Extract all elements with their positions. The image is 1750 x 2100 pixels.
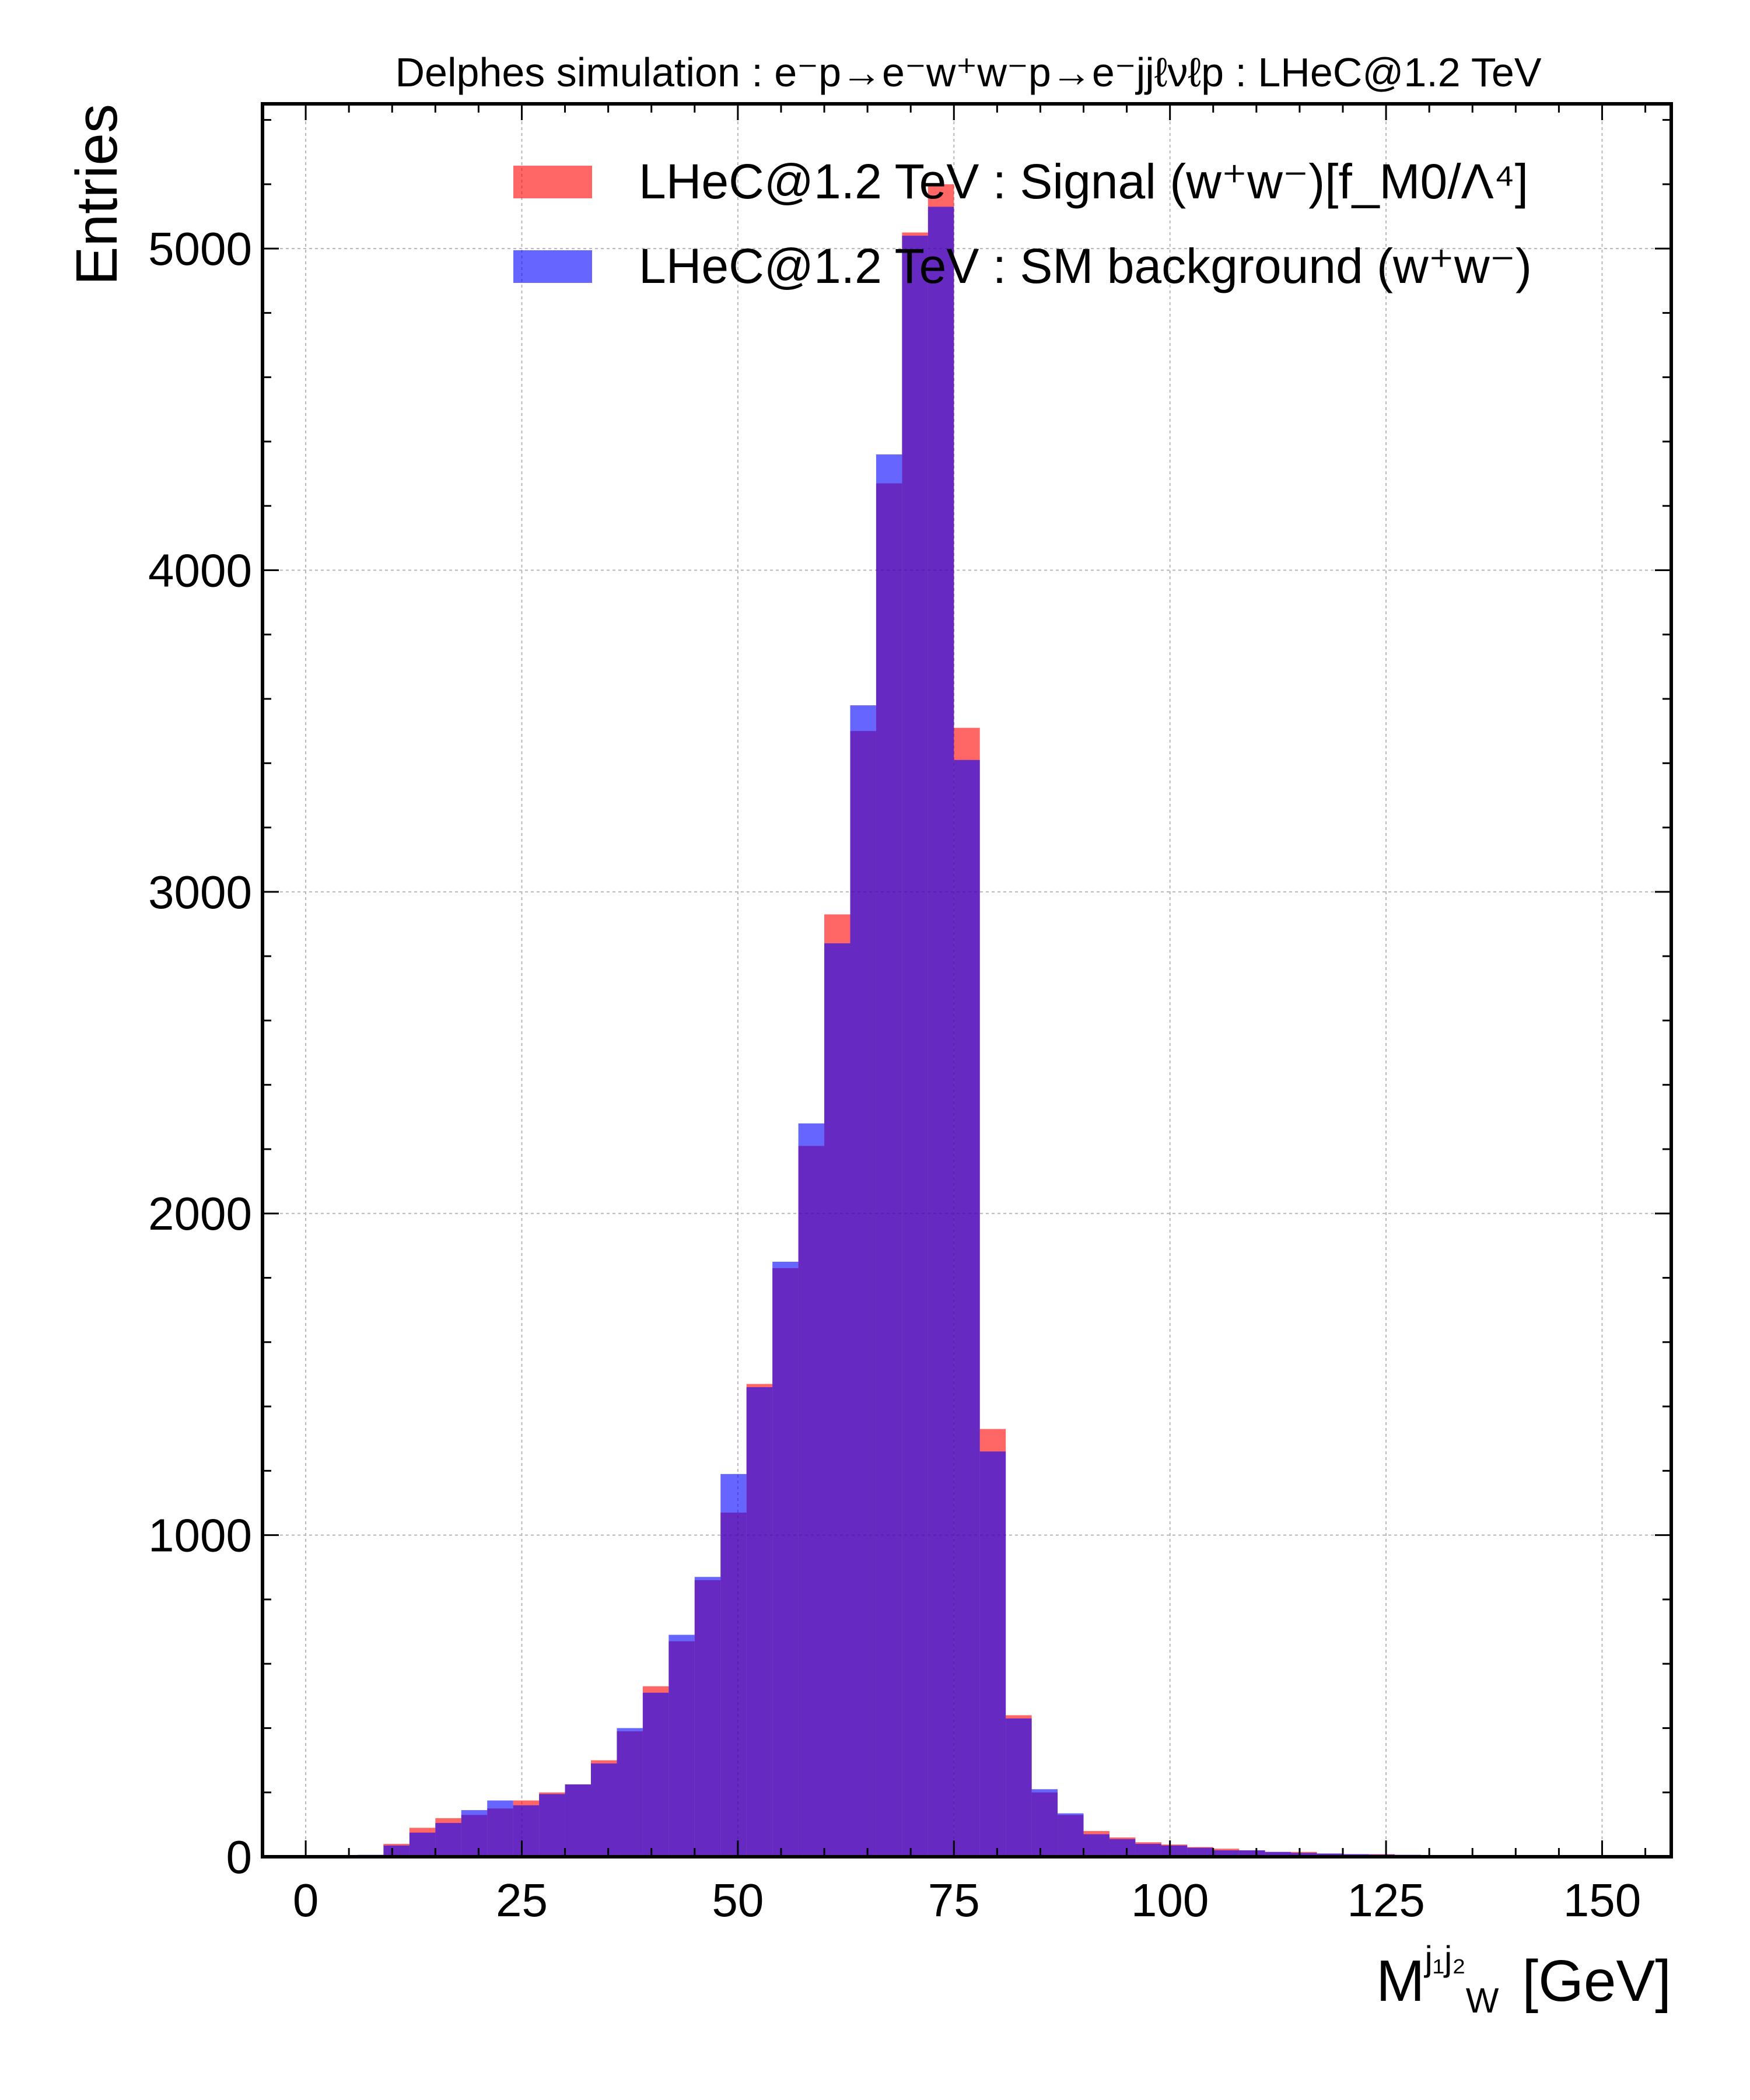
x-tick-label: 100: [1131, 1874, 1209, 1926]
histogram-bar: [1213, 1850, 1240, 1857]
y-tick-label: 5000: [148, 223, 252, 275]
histogram-bar: [539, 1794, 565, 1857]
y-tick-label: 4000: [148, 544, 252, 596]
legend-swatch: [513, 166, 592, 198]
y-tick-label: 1000: [148, 1510, 252, 1562]
histogram-bar: [617, 1728, 643, 1857]
histogram-bar: [1109, 1839, 1136, 1857]
histogram-bar: [876, 454, 902, 1857]
x-axis-label-sup: j₁j₂: [1423, 1939, 1465, 1978]
histogram-bar: [902, 236, 928, 1857]
legend-swatch: [513, 250, 592, 283]
histogram-bar: [772, 1261, 799, 1857]
histogram-bar: [1031, 1789, 1058, 1857]
histogram-bar: [850, 705, 876, 1857]
histogram-bar: [383, 1845, 410, 1857]
histogram-bar: [954, 760, 980, 1857]
legend-label: LHeC@1.2 TeV : SM background (w⁺w⁻): [639, 239, 1532, 293]
histogram-bar: [928, 206, 954, 1857]
chart-title: Delphes simulation : e⁻p→e⁻w⁺w⁻p→e⁻jjℓνℓ…: [395, 50, 1541, 95]
histogram-bar: [1083, 1834, 1110, 1857]
axis-tick-labels: 0 25 50 75 100 125 150 0 1000 2000 3000 4000 5000: [148, 223, 1641, 1926]
histogram-bar: [409, 1832, 436, 1857]
y-axis-label: Entries: [64, 104, 130, 285]
y-tick-label: 3000: [148, 866, 252, 918]
histogram-bar: [1187, 1847, 1213, 1857]
histogram-bar: [487, 1800, 513, 1857]
histogram-bar: [565, 1784, 592, 1857]
legend: LHeC@1.2 TeV : Signal (w⁺w⁻)[f_M0/Λ⁴] LHe…: [513, 154, 1532, 293]
x-tick-label: 75: [928, 1874, 980, 1926]
histogram-bar: [720, 1474, 747, 1857]
histogram-bar: [824, 943, 850, 1857]
histogram-bar: [1135, 1843, 1161, 1857]
histogram-bar: [1006, 1718, 1032, 1857]
histogram-bar: [1058, 1813, 1084, 1857]
x-axis-label-main: M: [1376, 1948, 1424, 2014]
histogram-bar: [694, 1577, 721, 1857]
histogram-bar: [1239, 1850, 1265, 1857]
legend-label: LHeC@1.2 TeV : Signal (w⁺w⁻)[f_M0/Λ⁴]: [639, 154, 1528, 209]
x-tick-label: 50: [712, 1874, 764, 1926]
histogram-bar: [746, 1387, 773, 1857]
histogram-bar: [1291, 1853, 1317, 1857]
x-tick-label: 0: [293, 1874, 319, 1926]
grid-lines: [262, 104, 1671, 1857]
y-tick-label: 0: [226, 1831, 253, 1883]
histogram-bar: [435, 1823, 461, 1857]
histogram-bar: [642, 1692, 669, 1857]
x-tick-label: 25: [496, 1874, 548, 1926]
x-tick-label: 150: [1563, 1874, 1641, 1926]
histogram-bar: [1161, 1845, 1188, 1857]
axis-ticks: [261, 104, 1671, 1858]
histogram-bar: [979, 1451, 1006, 1857]
x-axis-label: Mj₁j₂W [GeV]: [1376, 1939, 1671, 2020]
x-axis-label-unit: [GeV]: [1522, 1948, 1671, 2014]
y-tick-label: 2000: [148, 1188, 252, 1240]
series-2-bars: [357, 206, 1602, 1857]
histogram-bar: [461, 1810, 488, 1857]
histogram-bar: [513, 1805, 540, 1857]
histogram-bar: [668, 1634, 695, 1857]
histogram-bar: [591, 1763, 617, 1857]
histogram-bar: [798, 1123, 825, 1857]
x-axis-label-sub: W: [1466, 1981, 1499, 2020]
x-tick-label: 125: [1347, 1874, 1424, 1926]
plot-frame: [261, 102, 1673, 1859]
histogram-bar: [1265, 1852, 1292, 1857]
histogram-bars: [357, 184, 1602, 1857]
